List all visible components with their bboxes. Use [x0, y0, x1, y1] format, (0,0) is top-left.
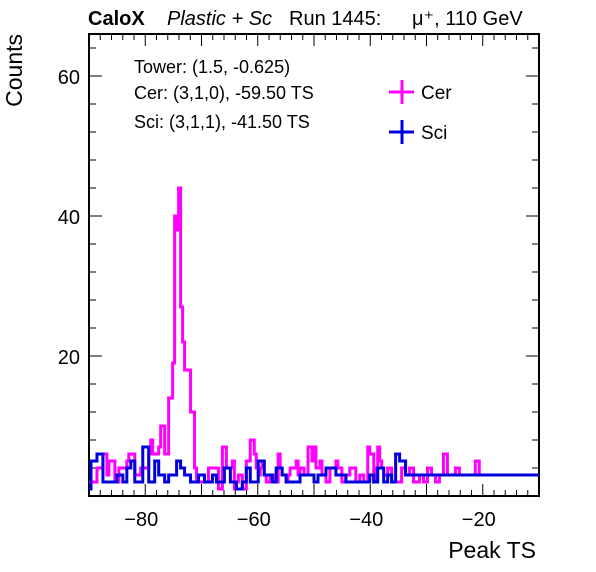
x-axis-title: Peak TS: [448, 537, 536, 563]
x-tick-label: −20: [462, 509, 496, 531]
legend-cer-label: Cer: [421, 83, 452, 104]
material-subtitle: Plastic + Sc: [167, 8, 272, 30]
series-cer-line: [89, 186, 539, 491]
y-tick-label: 60: [58, 67, 80, 89]
brand-title: CaloX: [88, 8, 145, 30]
legend: Cer Sci: [389, 80, 452, 144]
x-tick-label: −60: [237, 509, 271, 531]
y-tick-label: 40: [58, 207, 80, 229]
y-axis-title: Counts: [1, 34, 27, 107]
axis-ticks: −80 −60 −40 −20 20 40 60: [58, 34, 540, 531]
x-tick-label: −40: [349, 509, 383, 531]
series-layer: [89, 186, 539, 491]
x-tick-label: −80: [124, 509, 158, 531]
cer-info: Cer: (3,1,0), -59.50 TS: [134, 83, 314, 103]
series-sci-line: [89, 445, 539, 491]
sci-info: Sci: (3,1,1), -41.50 TS: [134, 112, 310, 132]
tower-info: Tower: (1.5, -0.625): [134, 57, 290, 77]
legend-sci-label: Sci: [421, 123, 447, 144]
y-tick-label: 20: [58, 347, 80, 369]
beam-label: μ⁺, 110 GeV: [412, 8, 523, 30]
plot-frame: [88, 33, 540, 497]
run-label: Run 1445:: [289, 8, 381, 30]
